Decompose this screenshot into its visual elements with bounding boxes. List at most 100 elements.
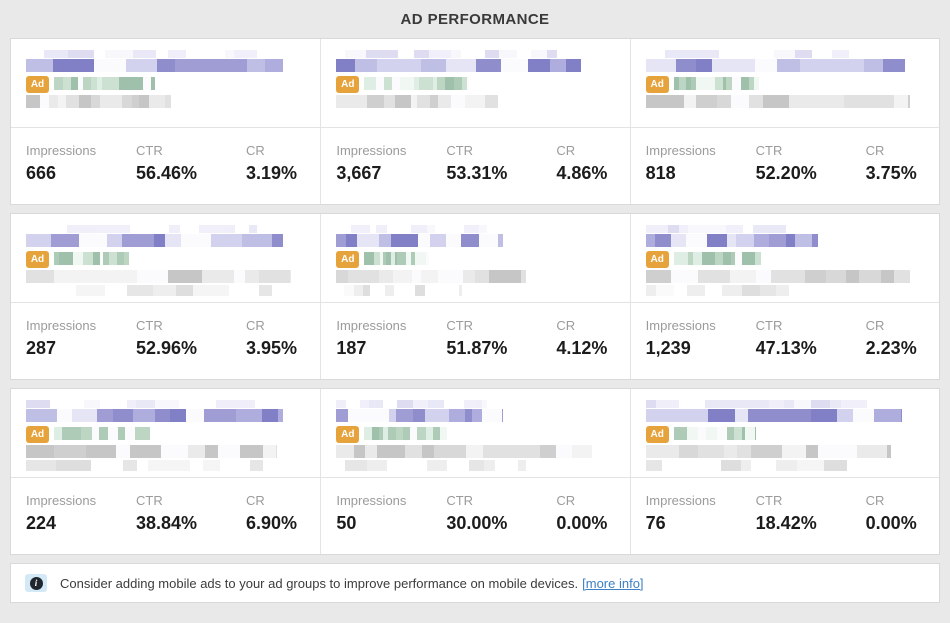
pixel-block [565, 59, 581, 72]
pixel-block [67, 50, 95, 58]
pixel-block [445, 234, 461, 247]
pixel-block [674, 285, 687, 296]
pixel-block [348, 409, 361, 422]
pixel-block [865, 95, 895, 108]
pixel-block [484, 50, 499, 58]
pixel-block [26, 50, 44, 58]
pixel-block [550, 59, 566, 72]
impressions-value: 1,239 [645, 338, 691, 358]
pixel-block [336, 445, 354, 458]
pixel-block [789, 285, 810, 296]
pixel-block [375, 77, 385, 90]
pixel-block [401, 285, 415, 296]
pixel-block [730, 270, 757, 283]
redacted-headline [336, 409, 504, 422]
pixel-block [425, 409, 433, 422]
pixel-block [376, 59, 400, 72]
pixel-block [412, 400, 429, 408]
pixel-block [376, 445, 405, 458]
pixel-block [81, 427, 92, 440]
pixel-block [353, 445, 366, 458]
impressions-value: 818 [645, 163, 676, 183]
pixel-block [202, 460, 220, 471]
redacted-description [26, 445, 278, 458]
pixel-block [730, 95, 750, 108]
redacted-headline-halo [336, 400, 487, 408]
pixel-block [91, 460, 109, 471]
ad-badge: Ad [26, 251, 49, 268]
pixel-block [112, 409, 134, 422]
ctr-metric: CTR 53.31% [446, 143, 556, 204]
ad-preview-redacted: Ad [11, 214, 321, 303]
ad-preview-redacted: Ad [321, 389, 630, 478]
more-info-link[interactable]: [more info] [582, 575, 644, 591]
pixel-block [416, 427, 427, 440]
pixel-block [530, 50, 547, 58]
pixel-block [272, 234, 283, 247]
impressions-metric: Impressions 1,239 [646, 318, 756, 379]
pixel-block [111, 77, 119, 90]
pixel-block [277, 409, 283, 422]
pixel-block [769, 234, 787, 247]
pixel-block [762, 95, 789, 108]
pixel-block [167, 460, 191, 471]
redacted-headline [26, 234, 283, 247]
pixel-block [345, 234, 358, 247]
ctr-metric: CTR 30.00% [446, 493, 556, 554]
pixel-block [344, 460, 368, 471]
pixel-block [132, 50, 157, 58]
pixel-block [893, 270, 911, 283]
pixel-block [425, 252, 430, 265]
pixel-block [743, 400, 770, 408]
pixel-block [704, 460, 721, 471]
pixel-block [412, 409, 426, 422]
pixel-block [692, 409, 708, 422]
ad-preview-redacted: Ad [630, 39, 939, 128]
pixel-block [100, 445, 117, 458]
pixel-block [405, 252, 411, 265]
pixel-block [375, 225, 388, 233]
pixel-block [76, 59, 94, 72]
pixel-block [258, 270, 290, 283]
pixel-block [392, 270, 413, 283]
pixel-block [408, 234, 419, 247]
pixel-block [26, 445, 55, 458]
impressions-metric: Impressions 818 [646, 143, 756, 204]
pixel-block [346, 400, 360, 408]
pixel-block [356, 95, 368, 108]
pixel-block [125, 427, 135, 440]
pixel-block [451, 400, 463, 408]
pixel-block [707, 225, 727, 233]
pixel-block [686, 234, 707, 247]
pixel-block [234, 270, 245, 283]
pixel-block [769, 400, 785, 408]
pixel-block [250, 460, 264, 471]
pixel-block [379, 252, 383, 265]
pixel-block [102, 252, 110, 265]
pixel-block [782, 445, 807, 458]
pixel-block [500, 59, 529, 72]
ad-metrics: Impressions 50 CTR 30.00% CR 0.00% [321, 478, 629, 554]
pixel-block [118, 427, 126, 440]
pixel-block [367, 460, 387, 471]
pixel-block [686, 427, 693, 440]
redacted-description [336, 285, 462, 296]
pixel-block [26, 400, 50, 408]
pixel-block [426, 460, 447, 471]
pixel-block [168, 270, 203, 283]
pixel-block [546, 50, 557, 58]
redacted-description [26, 285, 272, 296]
redacted-description [645, 460, 855, 471]
pixel-block [439, 427, 447, 440]
impressions-label: Impressions [26, 493, 97, 508]
pixel-block [751, 445, 783, 458]
impressions-value: 50 [336, 513, 357, 533]
pixel-block [152, 225, 169, 233]
pixel-block [364, 77, 376, 90]
pixel-block [62, 77, 71, 90]
pixel-block [655, 225, 669, 233]
cr-label: CR [865, 493, 885, 508]
pixel-block [378, 270, 393, 283]
pixel-block [788, 409, 811, 422]
pixel-block [404, 445, 422, 458]
